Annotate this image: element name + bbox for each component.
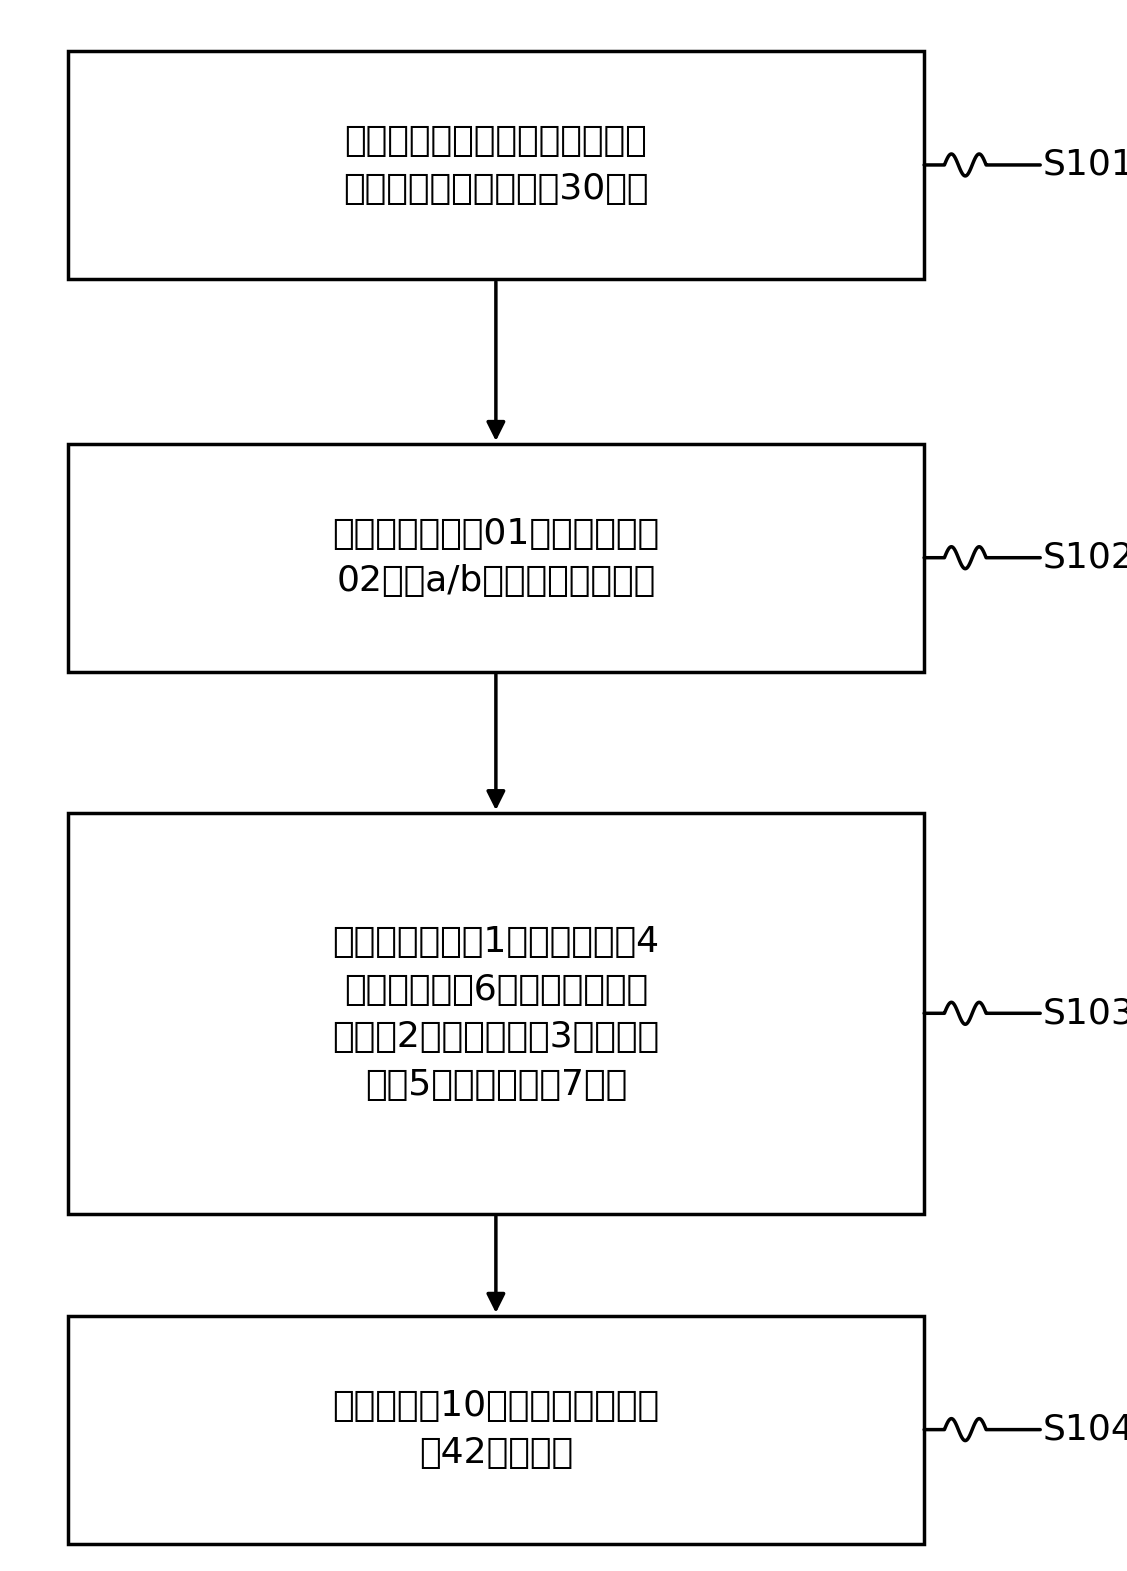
Bar bbox=[68, 443, 924, 672]
Text: 控制压缩机10高频运行，使解冻
区42运行解冻: 控制压缩机10高频运行，使解冻 区42运行解冻 bbox=[332, 1389, 659, 1470]
Text: S103: S103 bbox=[1042, 996, 1127, 1031]
Bar bbox=[68, 50, 924, 280]
Text: 控制第一控制阀1、第四控制阀4
、第六控制阀6打开，控制第二
控制阀2、第三控制阀3、第五控
制阀5和第七控制阀7关闭: 控制第一控制阀1、第四控制阀4 、第六控制阀6打开，控制第二 控制阀2、第三控制… bbox=[332, 925, 659, 1101]
Text: S104: S104 bbox=[1042, 1412, 1127, 1447]
Bar bbox=[68, 1316, 924, 1543]
Bar bbox=[68, 814, 924, 1213]
Text: S102: S102 bbox=[1042, 540, 1127, 575]
Text: 控制第一旁通阀01和第二旁通阀
02打开a/b，使旁通管路连通: 控制第一旁通阀01和第二旁通阀 02打开a/b，使旁通管路连通 bbox=[332, 517, 659, 599]
Text: S101: S101 bbox=[1042, 148, 1127, 182]
Text: 启动空调冰箱一体机并运行制冷
模式，保持室内换热器30关机: 启动空调冰箱一体机并运行制冷 模式，保持室内换热器30关机 bbox=[343, 124, 649, 206]
